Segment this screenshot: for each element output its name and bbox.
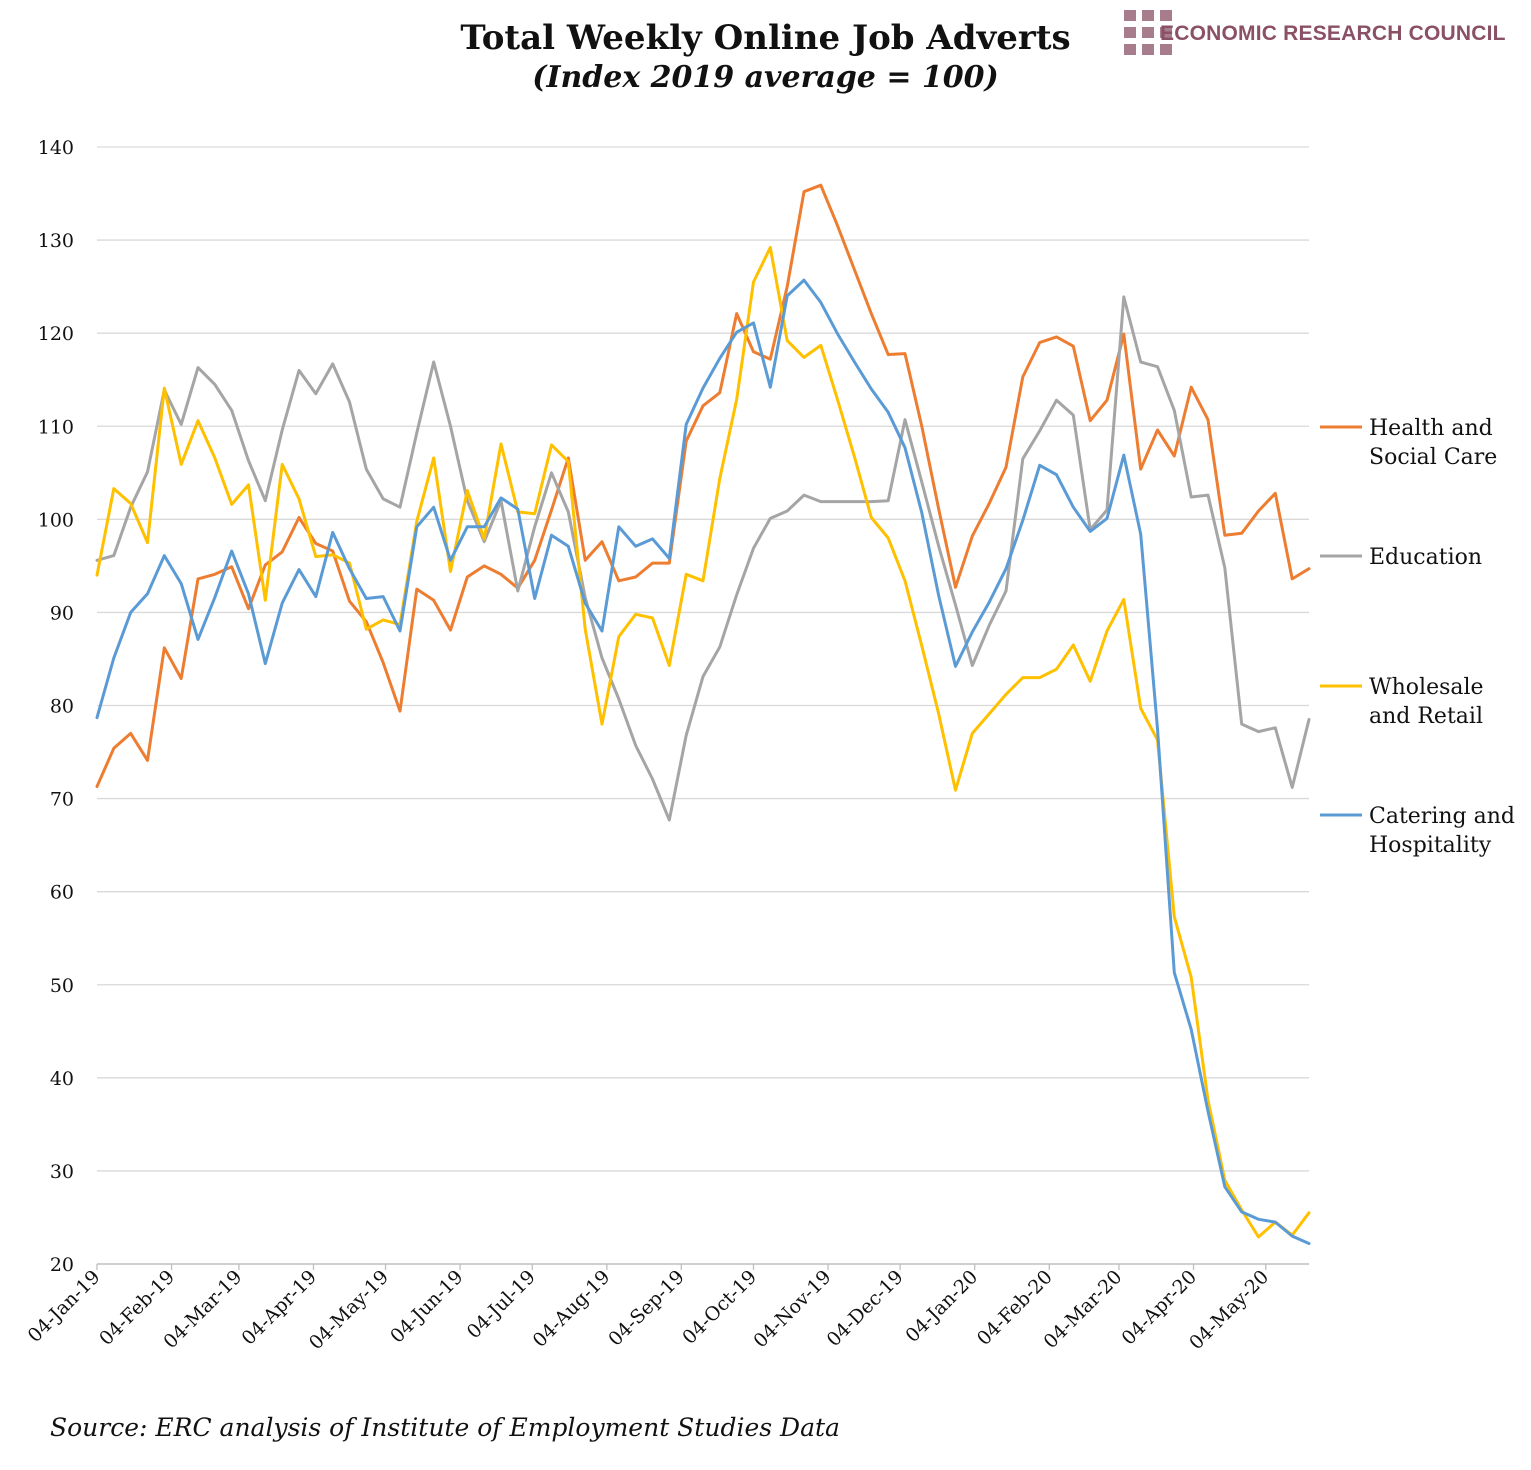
y-tick-label: 70 xyxy=(50,789,74,811)
y-tick-label: 120 xyxy=(38,323,74,345)
series-line-wholesale-and-retail xyxy=(95,246,1311,1239)
erc-logo-text: ECONOMIC RESEARCH COUNCIL xyxy=(1160,22,1506,45)
legend-label: Hospitality xyxy=(1369,833,1492,858)
legend: Health and Social Care Education Wholesale a… xyxy=(1320,416,1515,858)
y-tick-label: 60 xyxy=(50,882,74,904)
x-axis xyxy=(96,1263,1309,1270)
logo-square xyxy=(1124,10,1136,21)
x-tick-label: 04-Jul-19 xyxy=(463,1266,540,1343)
chart-subtitle: (Index 2019 average = 100) xyxy=(532,60,999,95)
x-tick-label: 04-Jun-19 xyxy=(386,1266,468,1348)
x-tick-label: 04-Sep-19 xyxy=(604,1266,689,1351)
x-tick-label: 04-Jan-20 xyxy=(901,1266,982,1347)
line-chart: 20 30 40 50 60 70 80 90 100 110 120 130 140 04-Jan-1… xyxy=(24,137,1515,1354)
legend-label: Education xyxy=(1369,545,1482,570)
logo-square xyxy=(1142,27,1154,38)
erc-logo xyxy=(1124,10,1172,55)
logo-square xyxy=(1142,10,1154,21)
y-tick-label: 80 xyxy=(50,696,74,718)
y-tick-label: 100 xyxy=(38,509,74,531)
x-tick-label: 04-Dec-19 xyxy=(823,1266,908,1351)
y-tick-label: 20 xyxy=(50,1254,74,1276)
y-axis: 20 30 40 50 60 70 80 90 100 110 120 130 140 xyxy=(38,137,74,1276)
logo-square xyxy=(1142,44,1154,55)
legend-label: Social Care xyxy=(1369,445,1497,470)
y-tick-label: 130 xyxy=(38,230,74,252)
x-tick-label: 04-Aug-19 xyxy=(529,1266,615,1352)
y-tick-label: 140 xyxy=(38,137,74,159)
y-tick-label: 90 xyxy=(50,602,74,624)
legend-label: Health and xyxy=(1369,416,1493,441)
y-tick-label: 30 xyxy=(50,1161,74,1183)
logo-square xyxy=(1160,44,1172,55)
legend-label: and Retail xyxy=(1369,704,1483,729)
y-tick-label: 50 xyxy=(50,975,74,997)
x-tick-label: 04-Nov-19 xyxy=(749,1266,835,1352)
x-tick-labels: 04-Jan-1904-Feb-1904-Mar-1904-Apr-1904-M… xyxy=(24,1266,1274,1354)
legend-label: Catering and xyxy=(1369,804,1515,829)
logo-square xyxy=(1160,10,1172,21)
chart-title: Total Weekly Online Job Adverts xyxy=(460,18,1071,58)
x-tick-label: 04-Jan-19 xyxy=(24,1266,105,1347)
y-tick-label: 110 xyxy=(38,416,74,438)
source-note: Source: ERC analysis of Institute of Emp… xyxy=(50,1413,840,1442)
series-lines xyxy=(95,183,1311,1245)
logo-square xyxy=(1124,27,1136,38)
series-line-catering-and-hospitality xyxy=(95,278,1311,1245)
logo-square xyxy=(1160,27,1172,38)
legend-label: Wholesale xyxy=(1369,675,1484,700)
series-line-health-and-social-care xyxy=(95,183,1311,788)
logo-square xyxy=(1124,44,1136,55)
gridlines xyxy=(97,146,1309,1172)
series-line-education xyxy=(95,295,1311,822)
erc-logo-mark-icon xyxy=(1124,10,1172,55)
y-tick-label: 40 xyxy=(50,1068,74,1090)
